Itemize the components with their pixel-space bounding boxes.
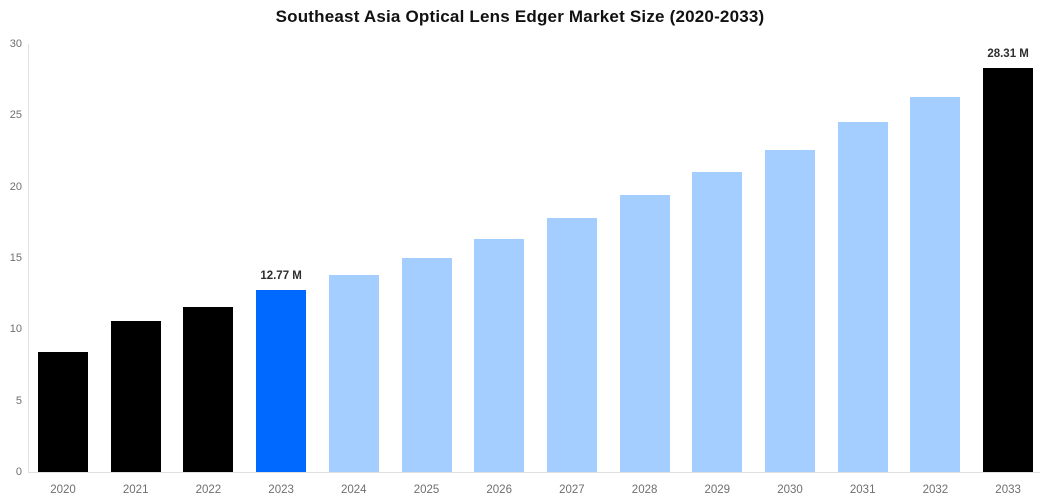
bar-2023[interactable]: [256, 289, 307, 472]
bar-2032[interactable]: [910, 96, 961, 472]
bar-2021[interactable]: [110, 320, 161, 472]
x-tick-label-2022: 2022: [195, 484, 222, 496]
bar-2020[interactable]: [38, 352, 88, 472]
x-tick-label-2027: 2027: [559, 484, 585, 496]
x-tick-label-2025: 2025: [413, 484, 440, 496]
bar-2022[interactable]: [183, 306, 234, 472]
bar-2030[interactable]: [765, 149, 815, 472]
bar-value-label-2023: 12.77 M: [260, 269, 302, 282]
bar-2025[interactable]: [401, 258, 452, 472]
chart-title: Southeast Asia Optical Lens Edger Market…: [275, 7, 765, 26]
x-tick-label-2028: 2028: [631, 484, 658, 496]
y-tick-label-0: 0: [15, 466, 22, 478]
y-tick-label-25: 25: [9, 109, 22, 122]
x-axis-line: [28, 472, 1040, 473]
bar-2033[interactable]: [983, 68, 1034, 472]
x-tick-label-2020: 2020: [50, 484, 76, 496]
x-tick-label-2033: 2033: [995, 484, 1021, 496]
bar-2027[interactable]: [546, 218, 597, 472]
bar-2026[interactable]: [474, 239, 525, 472]
x-tick-label-2024: 2024: [341, 484, 367, 496]
y-tick-label-30: 30: [9, 38, 22, 50]
x-tick-label-2031: 2031: [849, 484, 876, 496]
bar-2031[interactable]: [837, 122, 888, 472]
bar-2028[interactable]: [619, 195, 670, 472]
x-tick-label-2023: 2023: [268, 484, 294, 496]
y-tick-label-10: 10: [9, 323, 22, 336]
y-tick-label-5: 5: [15, 394, 22, 407]
bar-2029[interactable]: [692, 172, 743, 472]
y-axis-line: [28, 44, 29, 472]
bar-value-label-2033: 28.31 M: [987, 48, 1029, 61]
x-tick-label-2026: 2026: [486, 484, 512, 496]
bar-2024[interactable]: [328, 275, 379, 472]
x-tick-label-2029: 2029: [704, 484, 731, 496]
y-tick-label-20: 20: [9, 180, 22, 193]
x-tick-label-2030: 2030: [777, 484, 803, 496]
x-tick-label-2032: 2032: [922, 484, 949, 496]
x-tick-label-2021: 2021: [122, 484, 149, 496]
y-tick-label-15: 15: [9, 252, 22, 264]
